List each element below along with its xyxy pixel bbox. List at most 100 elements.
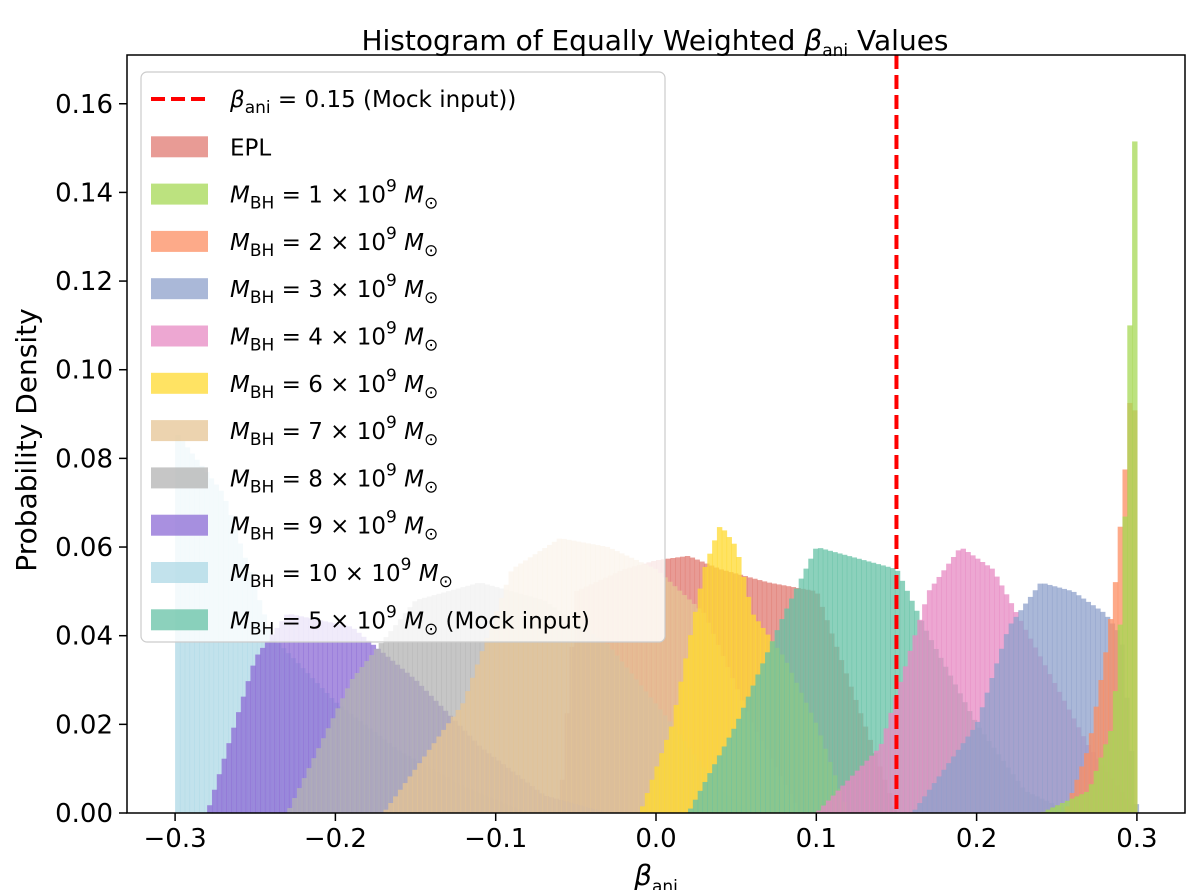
histogram-bar — [866, 561, 872, 813]
histogram-bar — [941, 570, 947, 813]
histogram-bar — [1032, 590, 1039, 813]
histogram-bar — [340, 698, 346, 813]
histogram-bar — [484, 637, 490, 813]
histogram-bar — [912, 809, 918, 813]
histogram-bar — [397, 619, 404, 813]
histogram-bar — [707, 553, 713, 813]
histogram-bar — [960, 548, 966, 813]
histogram-bar — [383, 809, 389, 813]
histogram-bar — [561, 538, 567, 813]
histogram-bar — [1003, 634, 1010, 813]
histogram-bar — [221, 758, 227, 813]
histogram-bar — [1103, 652, 1109, 813]
histogram-bar — [979, 707, 986, 813]
histogram-bar — [508, 571, 514, 813]
histogram-bar — [1098, 757, 1104, 813]
histogram-bar — [941, 769, 947, 813]
series-mbh1 — [1040, 141, 1138, 813]
histogram-bar — [1117, 624, 1124, 813]
histogram-bar — [292, 798, 298, 813]
legend-label: MBH = 8 × 109 M⊙ — [230, 460, 438, 497]
legend-entry-mbh3: MBH = 3 × 109 M⊙ — [151, 271, 438, 308]
histogram-bar — [450, 716, 457, 813]
legend-box — [140, 71, 666, 643]
histogram-bar — [917, 619, 923, 813]
histogram-bar — [774, 630, 781, 813]
histogram-bar — [359, 667, 365, 813]
histogram-bar — [1037, 583, 1043, 813]
histogram-bar — [274, 627, 280, 813]
histogram-bar — [494, 611, 500, 813]
histogram-bar — [979, 562, 986, 813]
histogram-bar — [1108, 619, 1114, 813]
legend-entry-mbh2: MBH = 2 × 109 M⊙ — [151, 224, 438, 261]
histogram-bar — [604, 546, 611, 813]
histogram-bar — [446, 723, 452, 813]
histogram-bar — [301, 778, 308, 813]
legend-label: EPL — [230, 135, 271, 161]
legend-label: MBH = 6 × 109 M⊙ — [230, 366, 438, 403]
histogram-bar — [1103, 744, 1109, 813]
histogram-bar — [288, 614, 295, 813]
legend-label: βani = 0.15 (Mock input)) — [229, 87, 516, 118]
histogram-bar — [885, 566, 891, 813]
histogram-bar — [816, 810, 822, 813]
histogram-bar — [226, 743, 232, 813]
histogram-bar — [898, 681, 904, 813]
histogram-bar — [436, 593, 442, 813]
histogram-bar — [999, 648, 1005, 813]
histogram-bar — [875, 564, 882, 813]
histogram-bar — [237, 543, 244, 813]
legend-swatch — [151, 136, 208, 158]
legend-label: MBH = 3 × 109 M⊙ — [230, 271, 438, 308]
histogram-bar — [388, 803, 394, 813]
legend: βani = 0.15 (Mock input)) EPL MBH = 1 × 10… — [140, 71, 666, 643]
histogram-bar — [673, 704, 680, 813]
histogram-bar — [994, 663, 1000, 813]
histogram-bar — [231, 727, 237, 813]
histogram-bar — [975, 558, 981, 813]
legend-entry-mbh1: MBH = 1 × 109 M⊙ — [151, 177, 438, 214]
histogram-bar — [731, 728, 737, 813]
histogram-bar — [1023, 603, 1029, 813]
histogram-bar — [518, 563, 524, 813]
histogram-bar — [678, 681, 684, 813]
histogram-bar — [878, 743, 885, 813]
histogram-bar — [216, 774, 223, 813]
chart-title: Histogram of Equally Weighted βani Value… — [361, 24, 948, 61]
histogram-bar — [470, 677, 476, 813]
histogram-bar — [1093, 706, 1100, 813]
histogram-bar — [269, 634, 276, 813]
histogram-bar — [566, 539, 572, 813]
histogram-bar — [513, 566, 519, 813]
legend-entry-mbh8: MBH = 8 × 109 M⊙ — [151, 460, 438, 497]
legend-label: MBH = 9 × 109 M⊙ — [230, 508, 438, 545]
histogram-bar — [880, 565, 886, 813]
histogram-bar — [827, 550, 833, 813]
histogram-bar — [965, 552, 971, 813]
histogram-bar — [970, 729, 976, 813]
legend-swatch — [151, 278, 208, 300]
histogram-bar — [551, 541, 558, 813]
histogram-bar — [431, 743, 437, 813]
histogram-bar — [822, 549, 829, 813]
histogram-bar — [417, 763, 423, 813]
histogram-bar — [657, 572, 664, 813]
histogram-bar — [1051, 586, 1058, 813]
x-tick-label: −0.3 — [144, 824, 207, 854]
histogram-bar — [716, 755, 723, 813]
histogram-bar — [894, 570, 901, 813]
histogram-bar — [402, 613, 409, 813]
histogram-bar — [1079, 766, 1085, 813]
histogram-bar — [498, 598, 505, 813]
histogram-bar — [441, 592, 447, 813]
histogram-bar — [917, 803, 923, 813]
histogram-bar — [556, 538, 563, 813]
histogram-bar — [1069, 798, 1075, 813]
histogram-bar — [227, 515, 234, 813]
histogram-bar — [393, 796, 399, 813]
histogram-bar — [431, 595, 437, 813]
histogram-bar — [546, 544, 553, 813]
histogram-bar — [874, 750, 880, 813]
histogram-bar — [474, 664, 481, 813]
